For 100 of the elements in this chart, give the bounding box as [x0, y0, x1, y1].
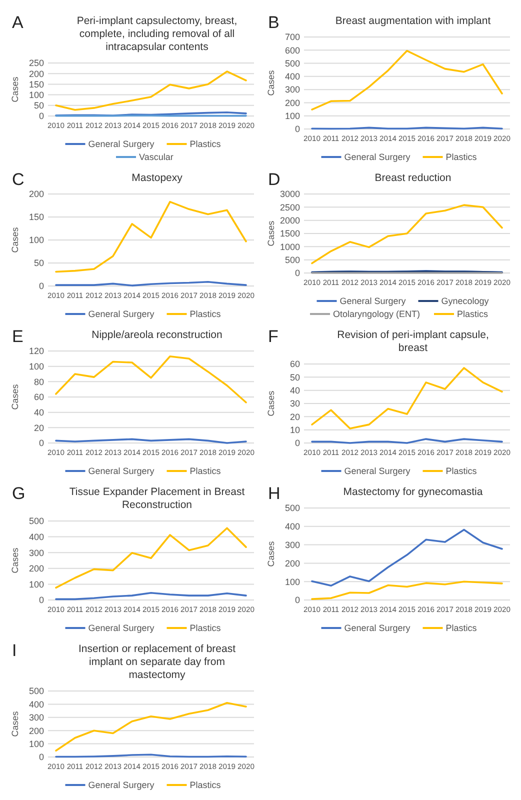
legend-label: General Surgery	[88, 466, 155, 476]
y-axis-title: Cases	[10, 384, 20, 410]
y-tick-label: 500	[284, 254, 300, 265]
y-tick-label: 100	[28, 738, 44, 749]
line-series	[55, 702, 247, 752]
y-tick-label: 100	[284, 576, 300, 587]
y-tick-label: 250	[28, 58, 44, 68]
y-tick-label: 60	[34, 392, 44, 402]
legend-label: Plastics	[190, 309, 222, 320]
legend-label: Plastics	[190, 139, 222, 150]
y-tick-label: 300	[284, 84, 300, 95]
y-tick-label: 200	[284, 558, 300, 568]
text: D	[268, 170, 280, 189]
y-tick-label: 200	[284, 98, 300, 108]
y-tick-label: 500	[28, 516, 44, 526]
y-tick-label: 1500	[280, 228, 300, 239]
y-tick-label: 150	[28, 79, 44, 90]
y-tick-label: 0	[294, 595, 300, 606]
line-series	[311, 528, 503, 587]
text: C	[12, 170, 24, 189]
y-tick-label: 200	[28, 189, 44, 200]
line-series	[55, 592, 247, 600]
legend-label: Plastics	[190, 623, 222, 634]
y-tick-label: 40	[290, 385, 300, 396]
y-tick-label: 500	[284, 503, 300, 514]
y-axis-title: Cases	[266, 390, 276, 416]
y-tick-label: 120	[28, 346, 44, 356]
chart-title: Peri-implant capsulectomy, breast, complete, including removal of all intracapsular contents	[76, 15, 238, 53]
chart-title: Insertion or replacement of breast implant on separate day from mastectomy	[78, 643, 236, 681]
y-tick-label: 600	[284, 45, 300, 56]
chart-title: Tissue Expander Placement in Breast Reconstruction	[69, 486, 245, 511]
y-tick-label: 100	[284, 111, 300, 122]
y-axis-title: Cases	[266, 70, 276, 96]
legend-label: Plastics	[457, 309, 489, 320]
legend-label: Plastics	[446, 466, 478, 476]
line-series	[55, 70, 247, 111]
y-tick-label: 300	[284, 540, 300, 550]
y-tick-label: 400	[28, 699, 44, 710]
line-series	[311, 50, 503, 110]
y-axis-title: Cases	[266, 540, 276, 567]
y-tick-label: 50	[290, 372, 300, 382]
y-tick-label: 400	[28, 532, 44, 542]
y-tick-label: 300	[28, 712, 44, 723]
y-tick-label: 3000	[280, 189, 300, 200]
y-tick-label: 0	[38, 595, 44, 606]
legend-label: General Surgery	[88, 780, 155, 790]
chart-title: Breast reduction	[374, 172, 452, 184]
y-tick-label: 700	[284, 32, 300, 42]
y-tick-label: 400	[284, 72, 300, 82]
legend-label: Plastics	[446, 152, 478, 162]
chart-title: Nipple/areola reconstruction	[92, 329, 223, 341]
y-axis-title: Cases	[10, 710, 20, 737]
text: G	[12, 484, 26, 503]
y-tick-label: 200	[28, 68, 44, 79]
y-tick-label: 0	[38, 438, 44, 448]
line-series	[311, 204, 503, 264]
y-tick-label: 0	[38, 281, 44, 292]
line-series	[55, 200, 247, 273]
legend-label: Otolaryngology (ENT)	[333, 309, 420, 320]
line-series	[311, 367, 503, 430]
y-tick-label: 30	[290, 398, 300, 409]
y-tick-label: 0	[38, 111, 44, 122]
y-tick-label: 40	[34, 407, 44, 418]
legend-label: Plastics	[190, 780, 222, 790]
y-tick-label: 150	[28, 212, 44, 222]
line-series	[55, 527, 247, 589]
y-tick-label: 0	[294, 124, 300, 134]
y-tick-label: 1000	[280, 242, 300, 252]
legend-label: Gynecology	[441, 296, 490, 306]
y-tick-label: 100	[28, 235, 44, 246]
line-series	[55, 355, 247, 404]
y-tick-label: 500	[28, 686, 44, 696]
y-tick-label: 50	[34, 100, 44, 111]
chart-title: Mastectomy for gynecomastia	[343, 486, 483, 498]
chart-title: Breast augmentation with implant	[335, 15, 491, 27]
y-tick-label: 50	[34, 258, 44, 268]
legend-label: General Surgery	[344, 152, 411, 162]
legend-label: General Surgery	[344, 623, 411, 634]
y-tick-label: 0	[38, 752, 44, 762]
y-tick-label: 0	[294, 438, 300, 448]
text: I	[12, 641, 17, 660]
y-tick-label: 0	[294, 268, 300, 278]
y-tick-label: 400	[284, 522, 300, 532]
text: A	[12, 13, 24, 32]
y-tick-label: 80	[34, 376, 44, 387]
chart-title: Mastopexy	[132, 172, 184, 184]
legend-label: General Surgery	[88, 309, 155, 320]
line-series	[311, 580, 503, 600]
y-tick-label: 60	[290, 359, 300, 370]
y-tick-label: 100	[28, 361, 44, 372]
y-tick-label: 300	[28, 548, 44, 558]
y-axis-title: Cases	[10, 547, 20, 574]
chart-title: Revision of peri-implant capsule, breast	[337, 329, 489, 354]
y-tick-label: 200	[28, 726, 44, 736]
y-tick-label: 100	[28, 579, 44, 590]
y-tick-label: 500	[284, 58, 300, 68]
y-axis-title: Cases	[10, 76, 20, 102]
legend-label: Plastics	[446, 623, 478, 634]
y-tick-label: 20	[290, 412, 300, 422]
text: B	[268, 13, 280, 32]
